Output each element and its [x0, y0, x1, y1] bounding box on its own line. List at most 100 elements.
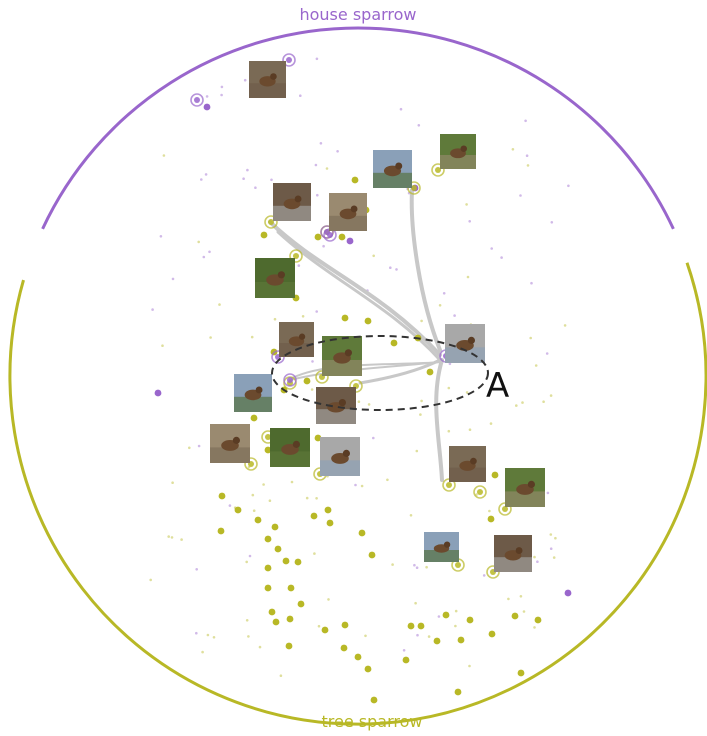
tree-sparrow-point[interactable]: [358, 529, 366, 537]
tree-sparrow-point[interactable]: [487, 515, 495, 523]
tree-sparrow-point[interactable]: [310, 512, 318, 520]
tree-sparrow-point[interactable]: [466, 616, 474, 624]
tree-sparrow-point[interactable]: [402, 656, 410, 664]
sparrow-photo-thumbnail[interactable]: [210, 424, 250, 463]
minor-point: [465, 391, 469, 394]
bird-head-icon: [527, 480, 536, 488]
tree-sparrow-point[interactable]: [368, 551, 376, 559]
tree-sparrow-point[interactable]: [351, 176, 359, 184]
tree-sparrow-point[interactable]: [364, 665, 372, 673]
sample-ring[interactable]: [431, 163, 445, 177]
thumbnail-ground: [449, 467, 486, 482]
sparrow-photo-thumbnail[interactable]: [505, 468, 545, 507]
tree-sparrow-point[interactable]: [364, 317, 372, 325]
sample-ring[interactable]: [264, 215, 278, 229]
tree-sparrow-point[interactable]: [338, 233, 346, 241]
tree-sparrow-point[interactable]: [442, 611, 450, 619]
sparrow-photo-thumbnail[interactable]: [449, 446, 486, 482]
tree-sparrow-point[interactable]: [534, 616, 542, 624]
house-sparrow-point[interactable]: [346, 237, 354, 245]
tree-sparrow-point[interactable]: [511, 612, 519, 620]
tree-sparrow-point[interactable]: [370, 696, 378, 704]
tree-sparrow-point[interactable]: [517, 669, 525, 677]
tree-sparrow-point[interactable]: [326, 519, 334, 527]
sample-ring[interactable]: [289, 249, 303, 263]
sample-ring-center: [293, 253, 299, 259]
house-sparrow-point[interactable]: [154, 389, 162, 397]
sparrow-photo-thumbnail[interactable]: [424, 532, 459, 562]
tree-sparrow-point[interactable]: [264, 564, 272, 572]
tree-sparrow-point[interactable]: [407, 622, 415, 630]
tree-sparrow-point[interactable]: [457, 636, 465, 644]
tree-sparrow-point[interactable]: [260, 231, 268, 239]
tree-sparrow-point[interactable]: [285, 642, 293, 650]
sample-ring[interactable]: [320, 225, 334, 239]
sparrow-photo-thumbnail[interactable]: [329, 193, 367, 231]
tree-sparrow-point[interactable]: [264, 446, 272, 454]
minor-point: [511, 148, 515, 151]
sparrow-photo-thumbnail[interactable]: [255, 258, 295, 298]
tree-sparrow-point[interactable]: [254, 516, 262, 524]
sparrow-photo-thumbnail[interactable]: [322, 336, 362, 376]
tree-sparrow-point[interactable]: [341, 621, 349, 629]
tree-sparrow-point[interactable]: [303, 377, 311, 385]
minor-point: [258, 645, 262, 649]
sparrow-photo-thumbnail[interactable]: [273, 183, 311, 221]
minor-point: [170, 536, 174, 539]
tree-sparrow-point[interactable]: [341, 314, 349, 322]
tree-sparrow-point[interactable]: [314, 233, 322, 241]
sample-ring-center: [194, 97, 200, 103]
sparrow-photo-thumbnail[interactable]: [373, 150, 412, 188]
sparrow-photo-thumbnail[interactable]: [440, 134, 476, 169]
tree-sparrow-point[interactable]: [324, 506, 332, 514]
thumbnail-ground: [316, 409, 356, 424]
sparrow-photo-thumbnail[interactable]: [494, 535, 532, 572]
tree-sparrow-point[interactable]: [217, 527, 225, 535]
thumbnail-ground: [322, 360, 362, 376]
tree-sparrow-point[interactable]: [390, 339, 398, 347]
sample-ring[interactable]: [282, 53, 296, 67]
sample-ring-center: [446, 482, 452, 488]
minor-point: [442, 292, 446, 295]
tree-sparrow-point[interactable]: [286, 615, 294, 623]
sample-ring[interactable]: [473, 485, 487, 499]
tree-sparrow-point[interactable]: [417, 622, 425, 630]
tree-sparrow-point[interactable]: [218, 492, 226, 500]
tree-sparrow-point[interactable]: [250, 414, 258, 422]
tree-sparrow-point[interactable]: [314, 434, 322, 442]
sparrow-photo-thumbnail[interactable]: [316, 387, 356, 424]
tree-sparrow-point[interactable]: [340, 644, 348, 652]
tree-sparrow-point[interactable]: [488, 630, 496, 638]
tree-sparrow-point[interactable]: [454, 688, 462, 696]
sample-ring[interactable]: [190, 93, 204, 107]
sparrow-photo-thumbnail[interactable]: [445, 324, 485, 363]
tree-sparrow-point[interactable]: [234, 506, 242, 514]
sparrow-photo-thumbnail[interactable]: [279, 322, 314, 357]
tree-sparrow-point[interactable]: [271, 523, 279, 531]
tree-sparrow-point[interactable]: [294, 558, 302, 566]
thumbnail-ground: [210, 447, 250, 463]
sample-ring[interactable]: [244, 457, 258, 471]
tree-sparrow-point[interactable]: [354, 653, 362, 661]
tree-sparrow-point[interactable]: [491, 471, 499, 479]
house-sparrow-point[interactable]: [564, 589, 572, 597]
house-sparrow-point[interactable]: [203, 103, 211, 111]
tree-sparrow-point[interactable]: [274, 545, 282, 553]
minor-point: [534, 364, 538, 367]
sparrow-photo-thumbnail[interactable]: [234, 374, 272, 412]
sample-ring[interactable]: [283, 373, 297, 387]
tree-sparrow-point[interactable]: [264, 584, 272, 592]
tree-sparrow-point[interactable]: [433, 637, 441, 645]
selection-lasso[interactable]: [271, 335, 489, 411]
tree-sparrow-point[interactable]: [282, 557, 290, 565]
sparrow-photo-thumbnail[interactable]: [270, 428, 310, 467]
sparrow-photo-thumbnail[interactable]: [320, 437, 360, 476]
tree-sparrow-point[interactable]: [287, 584, 295, 592]
tree-sparrow-point[interactable]: [268, 608, 276, 616]
tree-sparrow-point[interactable]: [297, 600, 305, 608]
tree-sparrow-point[interactable]: [426, 368, 434, 376]
tree-sparrow-point[interactable]: [321, 626, 329, 634]
sparrow-photo-thumbnail[interactable]: [249, 61, 286, 98]
tree-sparrow-point[interactable]: [272, 618, 280, 626]
tree-sparrow-point[interactable]: [264, 535, 272, 543]
